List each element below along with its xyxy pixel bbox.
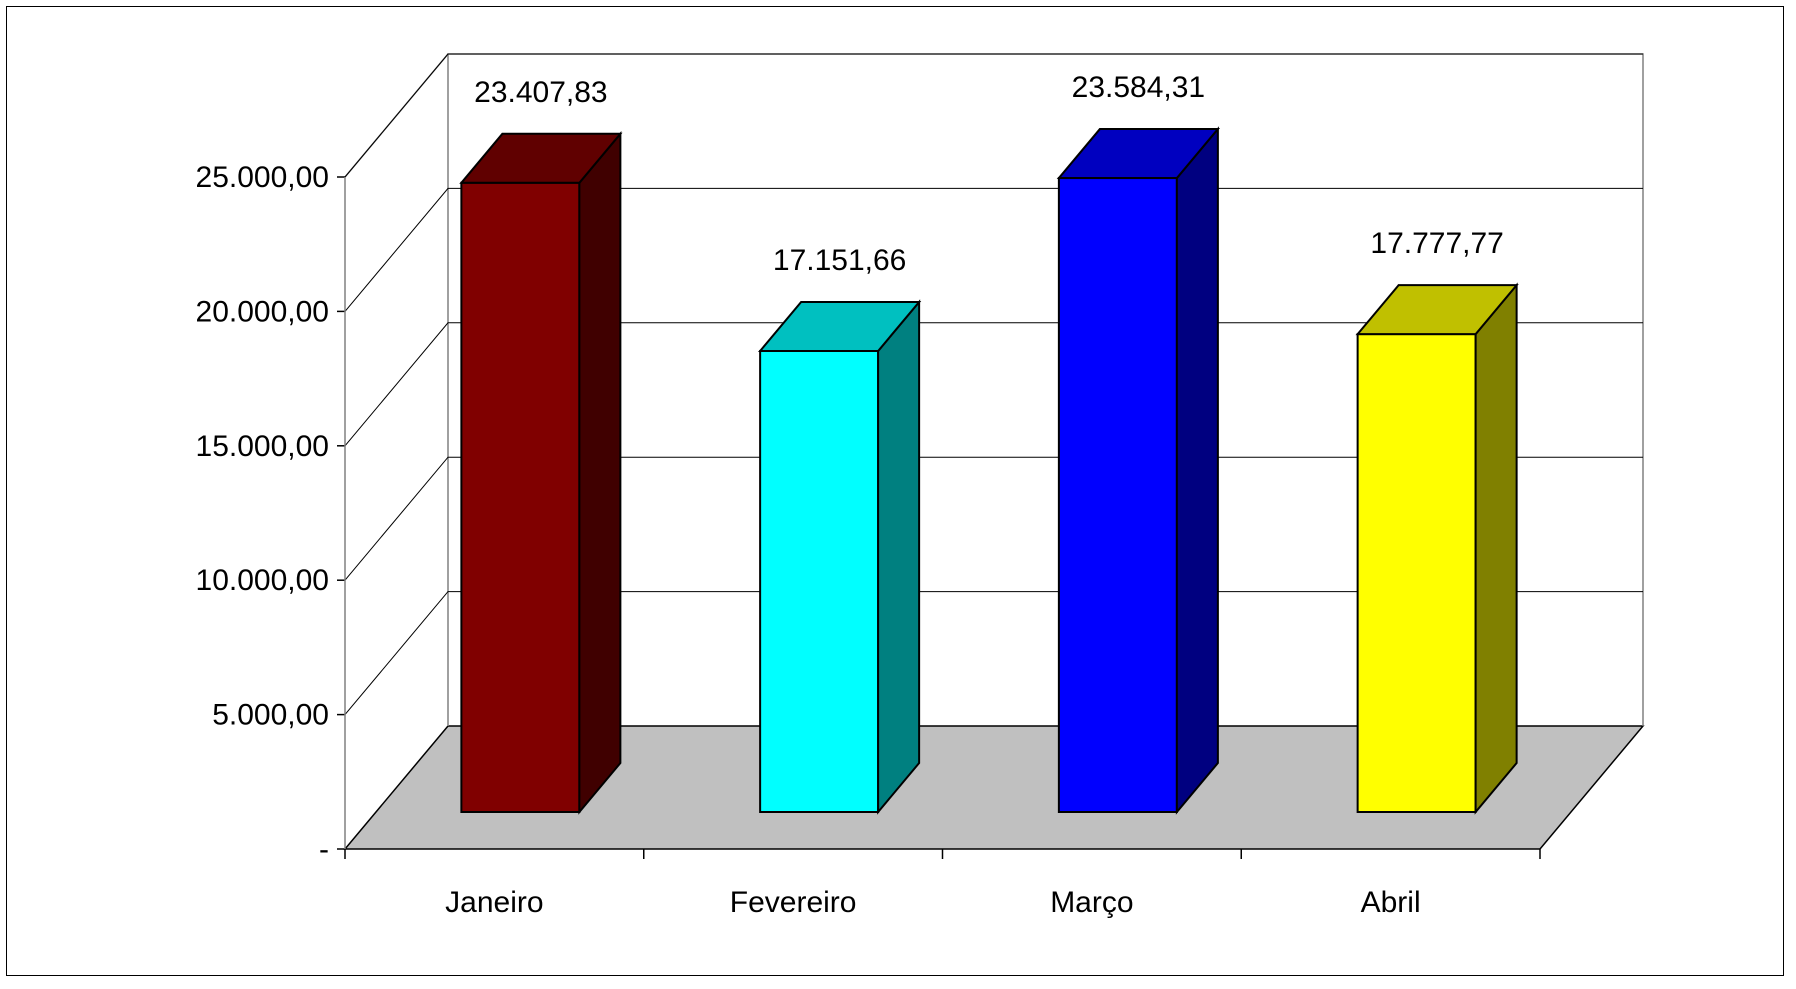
bar-fevereiro-front [759, 349, 880, 813]
y-tick-label: 25.000,00 [196, 161, 329, 194]
x-category-label: Abril [1361, 886, 1421, 919]
x-category-label: Março [1050, 886, 1133, 919]
gridline [344, 456, 1643, 581]
data-label: 17.777,77 [1370, 227, 1503, 260]
data-label: 23.584,31 [1072, 71, 1205, 104]
gridline [344, 322, 1643, 447]
bar-março-side [1175, 126, 1219, 815]
bar-abril-front [1356, 333, 1477, 813]
gridline [344, 187, 1643, 312]
gridline [344, 591, 1643, 715]
y-tick-label: - [319, 833, 329, 866]
y-tick-label: 15.000,00 [196, 430, 329, 463]
bar-março-front [1057, 177, 1178, 813]
bar-janeiro-side [578, 131, 622, 815]
bar-janeiro-top [459, 132, 623, 184]
data-label: 23.407,83 [474, 76, 607, 109]
bar-janeiro-front [460, 181, 581, 813]
y-tick-label: 10.000,00 [196, 564, 329, 597]
bar-fevereiro-top [757, 300, 922, 352]
gridline [344, 53, 1643, 178]
data-label: 17.151,66 [773, 244, 906, 277]
y-tick-label: 5.000,00 [212, 699, 329, 732]
bar-abril-side [1474, 282, 1518, 815]
bar-março-top [1056, 128, 1221, 180]
x-category-label: Janeiro [445, 886, 543, 919]
bar-fevereiro-side [877, 299, 921, 815]
x-category-label: Fevereiro [730, 886, 857, 919]
y-tick-label: 20.000,00 [196, 295, 329, 328]
bar-abril-top [1355, 284, 1519, 336]
